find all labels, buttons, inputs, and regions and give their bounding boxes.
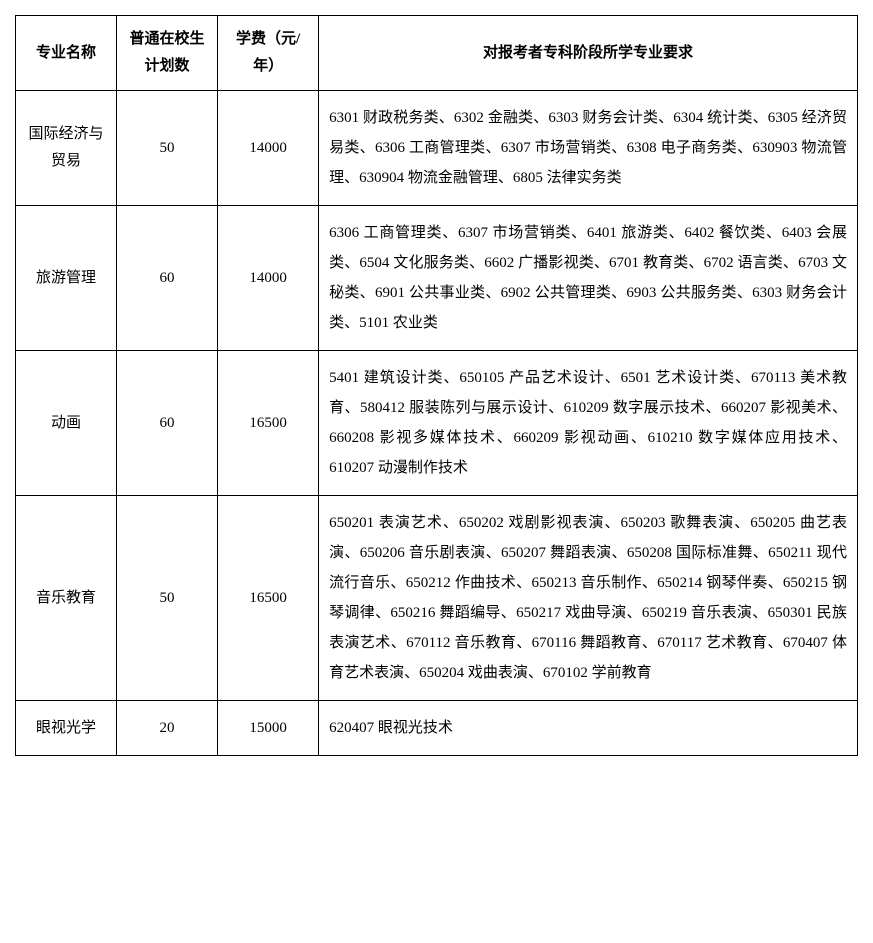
- cell-requirements: 6306 工商管理类、6307 市场营销类、6401 旅游类、6402 餐饮类、…: [319, 206, 858, 351]
- cell-plan-count: 60: [117, 351, 218, 496]
- cell-major-name: 动画: [16, 351, 117, 496]
- cell-major-name: 旅游管理: [16, 206, 117, 351]
- cell-plan-count: 50: [117, 496, 218, 701]
- table-row: 音乐教育 50 16500 650201 表演艺术、650202 戏剧影视表演、…: [16, 496, 858, 701]
- table-header-row: 专业名称 普通在校生计划数 学费（元/年） 对报考者专科阶段所学专业要求: [16, 16, 858, 91]
- header-major-name: 专业名称: [16, 16, 117, 91]
- cell-tuition-fee: 14000: [218, 91, 319, 206]
- table-row: 旅游管理 60 14000 6306 工商管理类、6307 市场营销类、6401…: [16, 206, 858, 351]
- cell-major-name: 音乐教育: [16, 496, 117, 701]
- table-row: 国际经济与贸易 50 14000 6301 财政税务类、6302 金融类、630…: [16, 91, 858, 206]
- cell-tuition-fee: 14000: [218, 206, 319, 351]
- cell-requirements: 650201 表演艺术、650202 戏剧影视表演、650203 歌舞表演、65…: [319, 496, 858, 701]
- cell-major-name: 国际经济与贸易: [16, 91, 117, 206]
- table-row: 眼视光学 20 15000 620407 眼视光技术: [16, 701, 858, 756]
- cell-tuition-fee: 15000: [218, 701, 319, 756]
- cell-tuition-fee: 16500: [218, 351, 319, 496]
- table-row: 动画 60 16500 5401 建筑设计类、650105 产品艺术设计、650…: [16, 351, 858, 496]
- cell-requirements: 5401 建筑设计类、650105 产品艺术设计、6501 艺术设计类、6701…: [319, 351, 858, 496]
- header-tuition-fee: 学费（元/年）: [218, 16, 319, 91]
- cell-tuition-fee: 16500: [218, 496, 319, 701]
- cell-plan-count: 20: [117, 701, 218, 756]
- header-plan-count: 普通在校生计划数: [117, 16, 218, 91]
- header-requirements: 对报考者专科阶段所学专业要求: [319, 16, 858, 91]
- cell-plan-count: 50: [117, 91, 218, 206]
- cell-plan-count: 60: [117, 206, 218, 351]
- major-requirements-table: 专业名称 普通在校生计划数 学费（元/年） 对报考者专科阶段所学专业要求 国际经…: [15, 15, 858, 756]
- cell-requirements: 620407 眼视光技术: [319, 701, 858, 756]
- cell-requirements: 6301 财政税务类、6302 金融类、6303 财务会计类、6304 统计类、…: [319, 91, 858, 206]
- cell-major-name: 眼视光学: [16, 701, 117, 756]
